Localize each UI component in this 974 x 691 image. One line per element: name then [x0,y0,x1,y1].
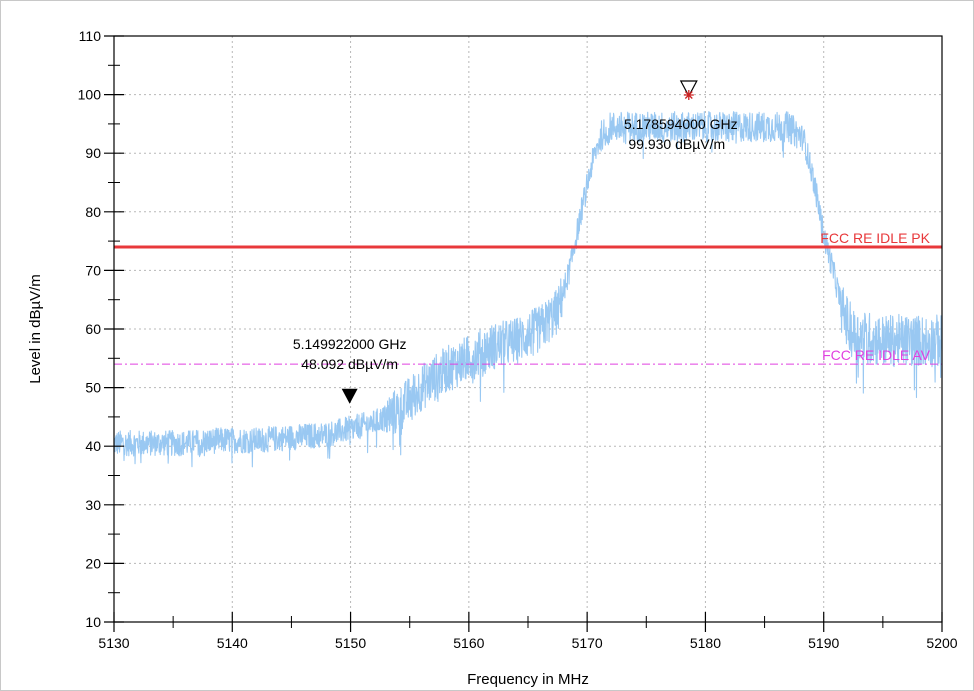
spectrum-trace [113,111,943,468]
y-tick-label: 50 [85,380,101,396]
x-axis-label: Frequency in MHz [467,671,589,688]
y-tick-label: 90 [85,145,101,161]
x-tick-label: 5200 [926,635,957,651]
marker-level-label: 48.092 dBµV/m [301,356,398,372]
y-tick-label: 30 [85,497,101,513]
y-tick-label: 10 [85,614,101,630]
y-axis-label: Level in dBµV/m [27,274,44,384]
y-tick-label: 100 [78,87,102,103]
y-tick-labels: 10 20 30 40 50 60 70 80 90 100 110 [78,28,102,630]
marker-freq-label: 5.178594000 GHz [624,116,738,132]
x-tick-label: 5190 [808,635,839,651]
marker-symbol [679,80,698,98]
x-tick-label: 5150 [335,635,366,651]
y-tick-label: 20 [85,555,101,571]
x-tick-label: 5170 [572,635,603,651]
marker-symbol [341,388,358,404]
limit-lines: FCC RE IDLE PK FCC RE IDLE AV [114,230,942,365]
y-tick-label: 40 [85,438,101,454]
trace-line [113,111,943,468]
marker-freq-label: 5.149922000 GHz [293,336,407,352]
x-tick-label: 5160 [453,635,484,651]
x-tick-label: 5140 [217,635,248,651]
x-tick-labels: 5130 5140 5150 5160 5170 5180 5190 5200 [98,635,957,651]
markers: 5.149922000 GHz 48.092 dBµV/m 5.178594000 … [293,80,738,404]
limit-line-label: FCC RE IDLE PK [820,230,930,246]
y-tick-label: 80 [85,204,101,220]
y-tick-label: 70 [85,262,101,278]
y-tick-label: 110 [79,28,102,44]
x-tick-label: 5130 [98,635,129,651]
peak-star [683,90,694,101]
y-tick-label: 60 [85,321,101,337]
grid [114,36,942,622]
x-tick-label: 5180 [690,635,721,651]
ticks [104,35,943,632]
limit-line-label: FCC RE IDLE AV [822,347,931,363]
marker-level-label: 99.930 dBµV/m [628,136,725,152]
